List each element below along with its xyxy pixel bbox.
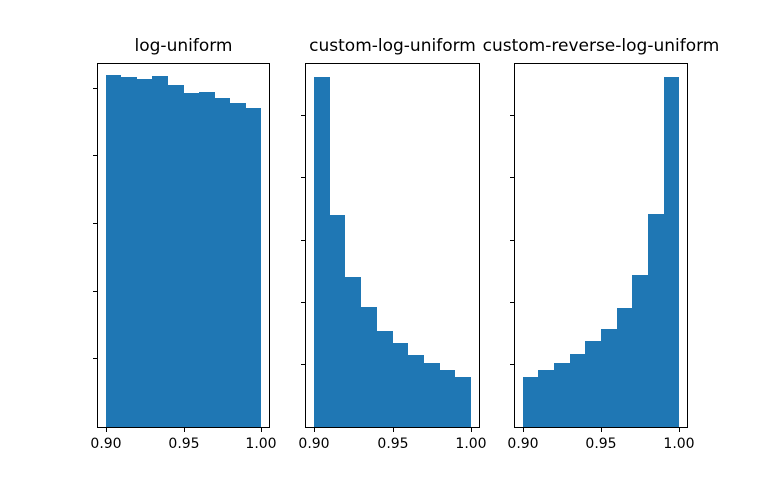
- x-axis-tick-label: 1.00: [245, 436, 277, 452]
- y-axis-tick: [301, 177, 305, 178]
- x-axis-tick: [523, 428, 524, 432]
- y-axis-tick: [510, 302, 514, 303]
- x-axis-tick-label: 0.90: [507, 436, 539, 452]
- histogram-bar: [648, 214, 664, 427]
- histogram-bar: [632, 275, 648, 427]
- histogram-bar: [455, 377, 471, 427]
- y-axis-tick: [510, 364, 514, 365]
- plot-area: 0.90 0.95 1.00: [298, 64, 487, 452]
- histogram-bar: [538, 370, 554, 427]
- histogram-bar: [617, 308, 632, 427]
- histogram-bar: [230, 103, 246, 427]
- y-axis-tick: [510, 177, 514, 178]
- y-axis-tick: [93, 155, 97, 156]
- histogram-bar: [361, 307, 377, 427]
- subplot-log-uniform: log-uniform 0.90 0.95 1.00: [90, 36, 277, 452]
- x-axis-tick-label: 0.95: [377, 436, 409, 452]
- histogram-bar: [168, 85, 184, 427]
- histogram-bar: [345, 277, 361, 427]
- subplot-title: custom-reverse-log-uniform: [482, 36, 720, 56]
- x-axis-tick-label: 0.90: [90, 436, 122, 452]
- histogram-bar: [184, 93, 199, 427]
- histogram-bar: [199, 92, 215, 427]
- y-axis-tick: [510, 240, 514, 241]
- plot-area: 0.90 0.95 1.00: [90, 64, 277, 452]
- y-axis-tick: [301, 302, 305, 303]
- y-axis-tick: [93, 291, 97, 292]
- histogram-bar: [152, 76, 168, 427]
- y-axis-tick: [510, 115, 514, 116]
- x-axis-tick-label: 0.95: [168, 436, 200, 452]
- histogram-bar: [215, 98, 230, 427]
- histogram-bar: [664, 77, 679, 427]
- y-axis-tick: [93, 358, 97, 359]
- x-axis-tick: [314, 428, 315, 432]
- histogram-bar: [106, 75, 121, 427]
- subplot-custom-reverse-log-uniform: custom-reverse-log-uniform 0.90 0.95 1.00: [483, 36, 720, 452]
- histogram-bar: [393, 343, 408, 427]
- x-axis-tick: [393, 428, 394, 432]
- histogram-bar: [121, 77, 137, 427]
- axes-box: 0.90 0.95 1.00: [298, 63, 487, 452]
- y-axis-tick: [301, 240, 305, 241]
- histogram-bar: [424, 363, 440, 427]
- x-axis-tick-label: 1.00: [663, 436, 695, 452]
- subplot-title: custom-log-uniform: [309, 36, 476, 56]
- histogram-bar: [554, 363, 570, 427]
- histogram-bar: [137, 79, 152, 427]
- y-axis-tick: [301, 364, 305, 365]
- histogram-bar: [570, 354, 585, 427]
- subplot-custom-log-uniform: custom-log-uniform 0.90 0.95 1.00: [298, 36, 487, 452]
- histogram-bar: [601, 329, 617, 427]
- histogram-bar: [246, 108, 261, 427]
- x-axis-tick-label: 1.00: [455, 436, 487, 452]
- x-axis-tick: [471, 428, 472, 432]
- histogram-bar: [440, 370, 455, 427]
- x-axis-tick: [261, 428, 262, 432]
- y-axis-tick: [93, 88, 97, 89]
- y-axis-tick: [301, 115, 305, 116]
- x-axis-tick: [679, 428, 680, 432]
- histogram-bar: [314, 77, 330, 427]
- x-axis-tick: [184, 428, 185, 432]
- histogram-bar: [330, 215, 345, 427]
- plot-area: 0.90 0.95 1.00: [507, 64, 695, 452]
- histogram-bar: [585, 341, 601, 427]
- histogram-bar: [408, 355, 424, 427]
- y-axis-tick: [93, 223, 97, 224]
- histogram-bar: [377, 331, 393, 427]
- x-axis-tick-label: 0.90: [298, 436, 330, 452]
- x-axis-tick: [106, 428, 107, 432]
- axes-box: 0.90 0.95 1.00: [507, 63, 695, 452]
- subplot-title: log-uniform: [134, 36, 233, 56]
- histogram-bar: [523, 377, 538, 427]
- axes-box: 0.90 0.95 1.00: [90, 63, 277, 452]
- x-axis-tick: [601, 428, 602, 432]
- x-axis-tick-label: 0.95: [585, 436, 617, 452]
